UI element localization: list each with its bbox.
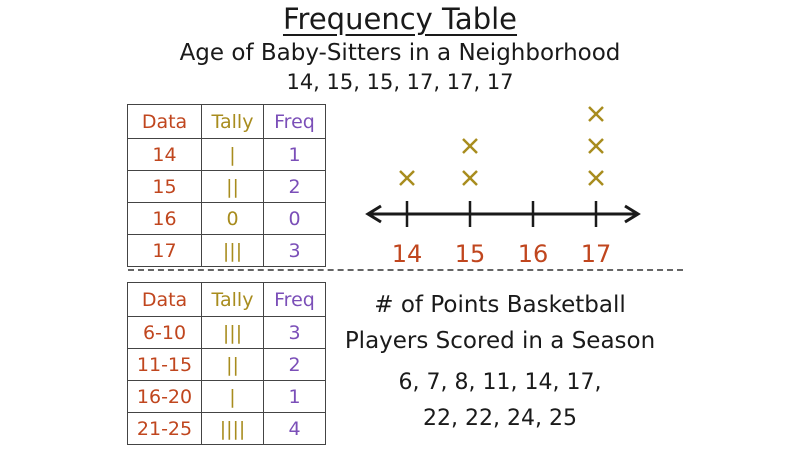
cell-freq: 2 <box>263 170 326 203</box>
cell-tally: 0 <box>201 202 264 235</box>
line-plot: 14 15 16 17 <box>365 106 641 268</box>
cell-data: 16-20 <box>127 380 202 413</box>
table-header-row: Data Tally Freq <box>127 104 326 139</box>
cell-tally: | <box>201 138 264 171</box>
cell-freq: 4 <box>263 412 326 445</box>
cell-data: 14 <box>127 138 202 171</box>
cell-tally: || <box>201 348 264 381</box>
tick-label: 16 <box>518 240 549 268</box>
table-header-row: Data Tally Freq <box>127 282 326 317</box>
question2-title-line1: # of Points Basketball <box>374 292 626 318</box>
page-title: Frequency Table <box>282 2 518 36</box>
arrow-right-icon <box>624 204 641 224</box>
header-data: Data <box>127 282 202 317</box>
section-divider <box>128 269 683 271</box>
question2-title-line2: Players Scored in a Season <box>344 328 656 354</box>
tick-label: 14 <box>392 240 423 268</box>
header-freq: Freq <box>263 104 326 139</box>
arrow-left-icon <box>365 204 382 224</box>
cell-data: 15 <box>127 170 202 203</box>
x-mark <box>462 138 478 154</box>
question2-data-line1: 6, 7, 8, 11, 14, 17, <box>398 370 602 395</box>
cell-data: 16 <box>127 202 202 235</box>
table-row: 16-20 | 1 <box>127 380 326 413</box>
cell-data: 6-10 <box>127 316 202 349</box>
header-data: Data <box>127 104 202 139</box>
cell-freq: 0 <box>263 202 326 235</box>
cell-data: 21-25 <box>127 412 202 445</box>
cell-freq: 3 <box>263 316 326 349</box>
cell-freq: 2 <box>263 348 326 381</box>
cell-tally: ||| <box>201 316 264 349</box>
cell-tally: ||| <box>201 234 264 267</box>
x-mark <box>399 170 415 186</box>
table-row: 17 ||| 3 <box>127 234 326 267</box>
table-row: 16 0 0 <box>127 202 326 235</box>
header-tally: Tally <box>201 282 264 317</box>
question2-data-line2: 22, 22, 24, 25 <box>423 406 577 431</box>
table-row: 6-10 ||| 3 <box>127 316 326 349</box>
header-freq: Freq <box>263 282 326 317</box>
cell-data: 17 <box>127 234 202 267</box>
cell-freq: 1 <box>263 138 326 171</box>
cell-tally: || <box>201 170 264 203</box>
frequency-table-points: Data Tally Freq 6-10 ||| 3 11-15 || 2 16… <box>127 282 326 445</box>
cell-data: 11-15 <box>127 348 202 381</box>
tick-label: 15 <box>455 240 486 268</box>
data-list: 14, 15, 15, 17, 17, 17 <box>286 70 514 94</box>
cell-tally: | <box>201 380 264 413</box>
cell-freq: 3 <box>263 234 326 267</box>
x-mark <box>588 138 604 154</box>
cell-tally: |||| <box>201 412 264 445</box>
subtitle: Age of Baby-Sitters in a Neighborhood <box>179 40 621 66</box>
x-mark <box>462 170 478 186</box>
tick-label: 17 <box>581 240 612 268</box>
table-row: 21-25 |||| 4 <box>127 412 326 445</box>
x-mark <box>588 170 604 186</box>
table-row: 11-15 || 2 <box>127 348 326 381</box>
cell-freq: 1 <box>263 380 326 413</box>
header-tally: Tally <box>201 104 264 139</box>
table-row: 14 | 1 <box>127 138 326 171</box>
x-mark <box>588 106 604 122</box>
table-row: 15 || 2 <box>127 170 326 203</box>
frequency-table-ages: Data Tally Freq 14 | 1 15 || 2 16 0 0 17… <box>127 104 326 267</box>
